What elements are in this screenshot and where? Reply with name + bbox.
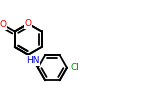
Text: Cl: Cl [71,63,80,72]
Text: O: O [25,19,32,28]
Text: HN: HN [26,56,39,65]
Text: O: O [0,20,6,29]
